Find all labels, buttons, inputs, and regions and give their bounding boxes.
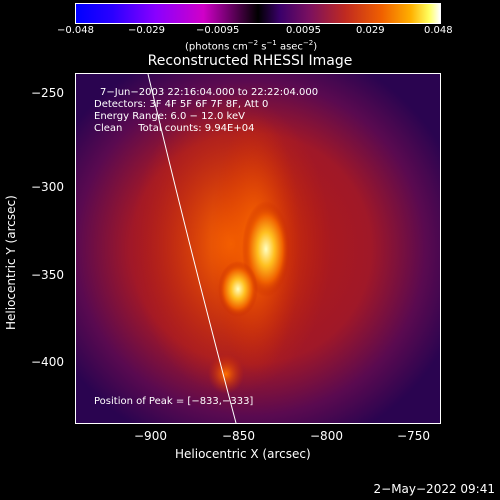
colorbar-tick: 0.048 xyxy=(424,25,453,36)
y-tick: −350 xyxy=(31,268,64,282)
x-tick: −800 xyxy=(310,429,343,443)
colorbar-tick: −0.048 xyxy=(57,25,95,36)
solar-limb-line xyxy=(147,74,237,423)
solar-image-plot xyxy=(75,73,441,424)
colorbar-tick: −0.029 xyxy=(128,25,166,36)
y-tick: −400 xyxy=(31,355,64,369)
detectors-annotation: Detectors: 3F 4F 5F 6F 7F 8F, Att 0 xyxy=(94,99,269,110)
x-tick: −750 xyxy=(397,429,430,443)
x-tick: −900 xyxy=(134,429,167,443)
colorbar xyxy=(75,3,441,24)
y-axis-label: Heliocentric Y (arcsec) xyxy=(4,195,18,330)
y-tick: −300 xyxy=(31,180,64,194)
time-annotation: 7−Jun−2003 22:16:04.000 to 22:22:04.000 xyxy=(100,87,319,98)
colorbar-unit-label: (photons cm−2 s−1 asec−2) xyxy=(185,39,318,53)
solar-image-svg xyxy=(76,74,440,423)
colorbar-tick: 0.029 xyxy=(356,25,385,36)
x-tick: −850 xyxy=(222,429,255,443)
colorbar-tick: 0.0095 xyxy=(286,25,321,36)
clean-annotation: Clean Total counts: 9.94E+04 xyxy=(94,123,255,134)
energy-annotation: Energy Range: 6.0 − 12.0 keV xyxy=(94,111,245,122)
plot-title: Reconstructed RHESSI Image xyxy=(147,53,353,69)
peak-annotation: Position of Peak = [−833,−333] xyxy=(94,396,254,407)
emission-region xyxy=(208,354,244,394)
timestamp: 2−May−2022 09:41 xyxy=(373,482,496,496)
emission-secondary-peak xyxy=(218,261,258,317)
colorbar-tick: −0.0095 xyxy=(196,25,240,36)
x-axis-label: Heliocentric X (arcsec) xyxy=(175,447,311,461)
